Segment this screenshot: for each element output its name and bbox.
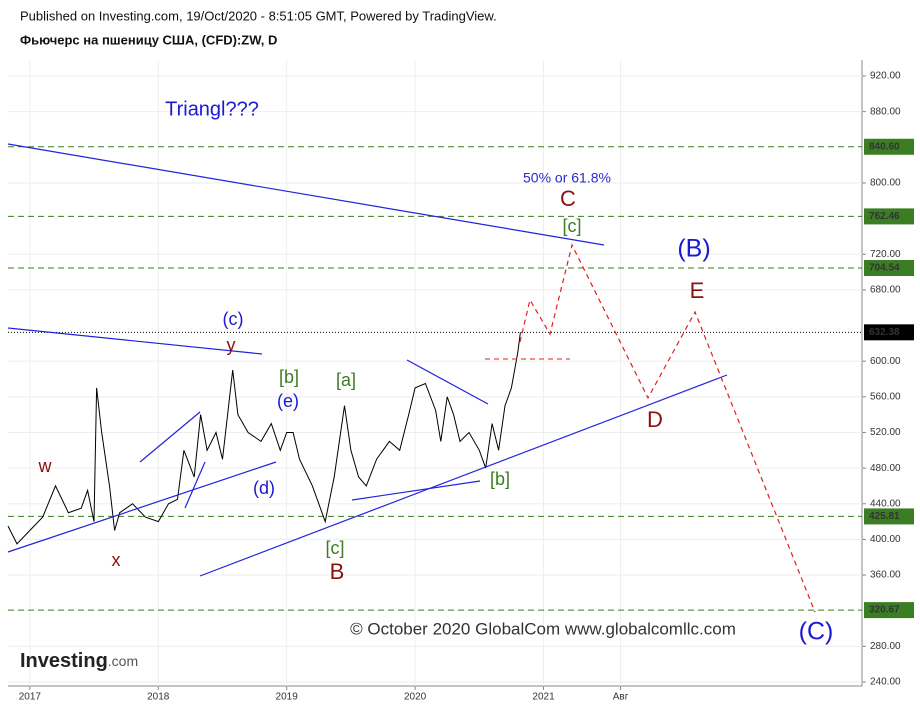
y-tick-label: 680.00 — [870, 285, 901, 296]
trend-line — [406, 359, 489, 405]
last-price-box — [864, 324, 914, 341]
annotation: (c) — [223, 309, 244, 329]
y-tick-label: 920.00 — [870, 71, 901, 82]
level-box — [864, 208, 914, 225]
level-box — [864, 260, 914, 277]
x-tick-label: 2019 — [276, 692, 299, 703]
y-tick-label: 600.00 — [870, 356, 901, 367]
trend-line — [184, 461, 206, 509]
price-line — [7, 332, 521, 545]
y-tick-label: 800.00 — [870, 178, 901, 189]
y-tick-label: 360.00 — [870, 570, 901, 581]
level-box — [864, 138, 914, 155]
x-tick-label: 2017 — [19, 692, 42, 703]
level-box — [864, 508, 914, 525]
trend-line — [7, 143, 605, 246]
annotation: B — [330, 559, 345, 584]
annotation: (e) — [277, 391, 299, 411]
y-tick-label: 720.00 — [870, 249, 901, 260]
level-label: 762.46 — [869, 211, 900, 222]
x-tick-label: 2020 — [404, 692, 427, 703]
trend-line — [7, 461, 277, 553]
trend-line — [139, 411, 201, 463]
symbol-title: Фьючерс на пшеницу США, (CFD):ZW, D — [20, 32, 277, 47]
y-tick-label: 880.00 — [870, 106, 901, 117]
logo-main: Investing — [20, 650, 108, 672]
annotation: (B) — [677, 235, 710, 263]
annotation: [b] — [279, 367, 299, 387]
annotation: x — [112, 550, 121, 570]
y-tick-label: 560.00 — [870, 391, 901, 402]
x-tick-label: 2018 — [147, 692, 170, 703]
level-label: 425.81 — [869, 511, 900, 522]
annotation: [a] — [336, 370, 356, 390]
annotation: E — [690, 278, 705, 303]
annotation: C — [560, 186, 576, 211]
y-tick-label: 480.00 — [870, 463, 901, 474]
trend-line — [7, 327, 263, 355]
annotation: [c] — [325, 538, 344, 558]
published-note: Published on Investing.com, 19/Oct/2020 … — [20, 8, 497, 23]
annotation: 50% or 61.8% — [523, 170, 611, 186]
annotation: y — [227, 335, 236, 355]
y-tick-label: 520.00 — [870, 427, 901, 438]
annotation: [c] — [562, 216, 581, 236]
annotation: D — [647, 407, 663, 432]
annotation: (C) — [799, 618, 834, 646]
projection-path — [519, 243, 816, 613]
x-tick-label: 2021 — [532, 692, 555, 703]
level-label: 320.67 — [869, 605, 900, 616]
annotation: w — [38, 456, 53, 476]
logo: Investing.com — [20, 650, 138, 672]
last-price-label: 632.38 — [869, 327, 900, 338]
y-tick-label: 400.00 — [870, 534, 901, 545]
y-tick-label: 280.00 — [870, 641, 901, 652]
y-tick-label: 440.00 — [870, 498, 901, 509]
annotation: [b] — [490, 469, 510, 489]
annotation: © October 2020 GlobalCom www.globalcomll… — [350, 619, 736, 638]
trend-line — [351, 480, 481, 501]
logo-suffix: .com — [108, 653, 138, 669]
level-label: 704.54 — [869, 263, 900, 274]
trend-line — [199, 374, 728, 577]
x-tick-label: Авг — [613, 692, 629, 703]
annotation: (d) — [253, 478, 275, 498]
y-tick-label: 240.00 — [870, 677, 901, 688]
level-label: 840.60 — [869, 141, 900, 152]
annotation: Triangl??? — [165, 98, 259, 120]
level-box — [864, 602, 914, 619]
